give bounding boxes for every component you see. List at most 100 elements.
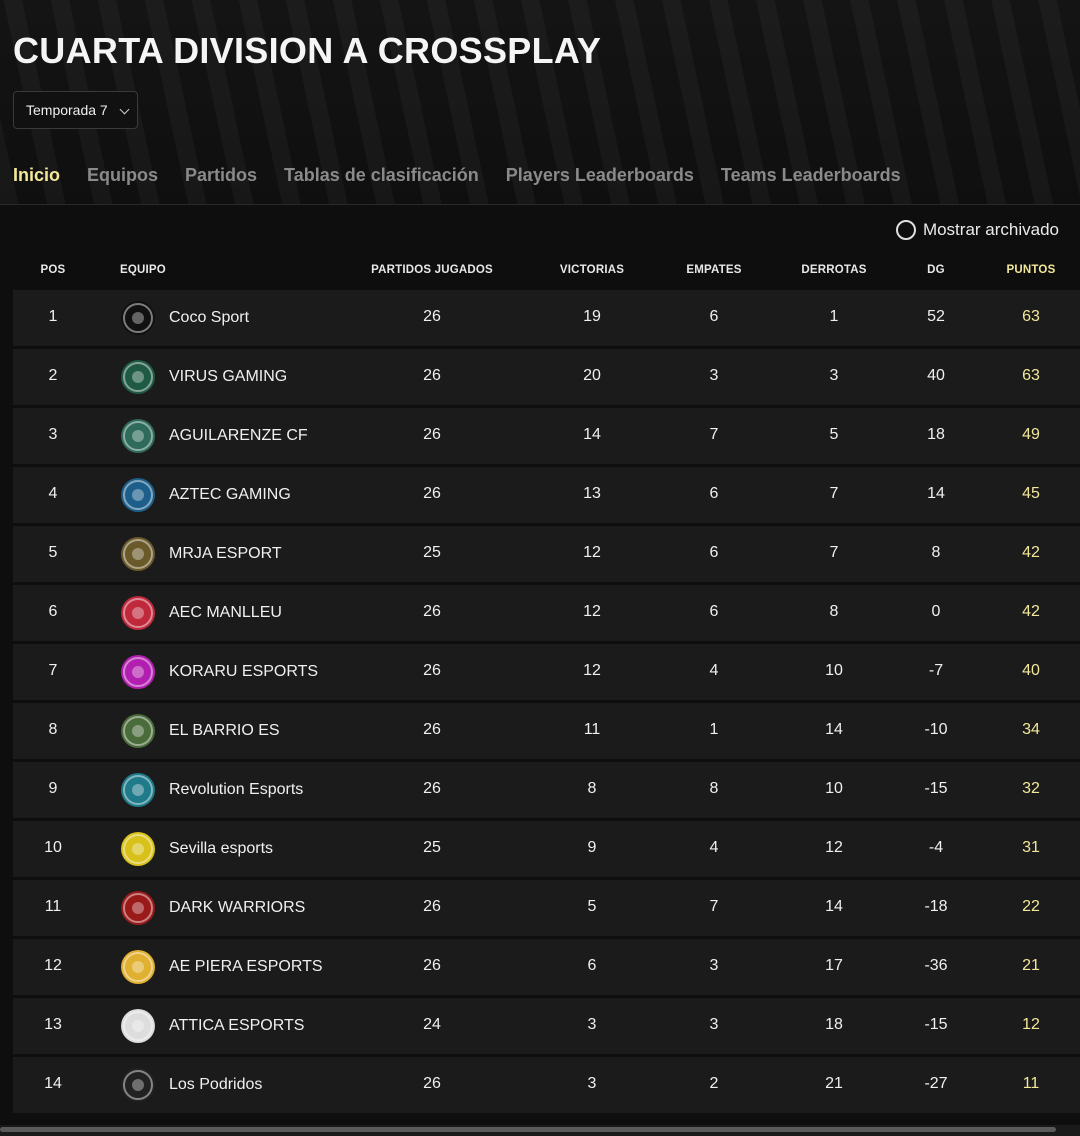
cell-points: 40 (1022, 662, 1040, 679)
table-row[interactable]: 14 26 3 2 21 -27 11 Los Podridos (13, 1057, 1080, 1113)
team-link[interactable]: EL BARRIO ES (121, 711, 280, 751)
cell-losses: 14 (825, 721, 843, 738)
table-row[interactable]: 11 26 5 7 14 -18 22 DARK WARRIORS (13, 880, 1080, 936)
table-row[interactable]: 2 26 20 3 3 40 63 VIRUS GAMING (13, 349, 1080, 405)
cell-points: 42 (1022, 544, 1040, 561)
aztec-gaming-logo (121, 478, 155, 512)
cell-gd: 0 (931, 603, 941, 620)
cell-losses: 17 (825, 957, 843, 974)
cell-pos: 1 (48, 308, 58, 325)
cell-points: 34 (1022, 721, 1040, 738)
team-link[interactable]: Sevilla esports (121, 829, 273, 869)
team-link[interactable]: AE PIERA ESPORTS (121, 947, 323, 987)
team-name[interactable]: AGUILARENZE CF (169, 427, 308, 444)
cell-gd: 8 (931, 544, 941, 561)
table-row[interactable]: 9 26 8 8 10 -15 32 Revolution Esports (13, 762, 1080, 818)
cell-draws: 8 (709, 780, 719, 797)
team-link[interactable]: AZTEC GAMING (121, 475, 291, 515)
cell-played: 26 (423, 1075, 441, 1092)
tab-partidos[interactable]: Partidos (185, 165, 258, 185)
cell-draws: 4 (709, 662, 719, 679)
team-link[interactable]: ATTICA ESPORTS (121, 1006, 304, 1046)
cell-wins: 9 (587, 839, 597, 856)
revolution-esports-logo (121, 773, 155, 807)
horizontal-scrollbar[interactable] (0, 1125, 1080, 1136)
cell-pos: 4 (48, 485, 58, 502)
team-link[interactable]: Revolution Esports (121, 770, 303, 810)
team-name[interactable]: AE PIERA ESPORTS (169, 958, 323, 975)
tab-tablas-clasificacion[interactable]: Tablas de clasificación (284, 165, 479, 185)
cell-played: 25 (423, 544, 441, 561)
team-link[interactable]: MRJA ESPORT (121, 534, 282, 574)
cell-pos: 7 (48, 662, 58, 679)
table-row[interactable]: 6 26 12 6 8 0 42 AEC MANLLEU (13, 585, 1080, 641)
team-link[interactable]: Coco Sport (121, 298, 249, 338)
season-select[interactable]: Temporada 7 (13, 91, 138, 129)
cell-draws: 3 (709, 367, 719, 384)
team-link[interactable]: DARK WARRIORS (121, 888, 305, 928)
team-name[interactable]: Revolution Esports (169, 781, 304, 798)
table-row[interactable]: 7 26 12 4 10 -7 40 KORARU ESPORTS (13, 644, 1080, 700)
cell-draws: 6 (709, 308, 719, 325)
header-draws[interactable]: EMPATES (686, 264, 742, 276)
header-gd[interactable]: DG (927, 264, 945, 276)
team-name[interactable]: DARK WARRIORS (169, 899, 306, 916)
table-row[interactable]: 5 25 12 6 7 8 42 MRJA ESPORT (13, 526, 1080, 582)
table-row[interactable]: 12 26 6 3 17 -36 21 AE PIERA ESPORTS (13, 939, 1080, 995)
team-name[interactable]: KORARU ESPORTS (169, 663, 319, 680)
tab-teams-leaderboards[interactable]: Teams Leaderboards (720, 165, 901, 185)
cell-losses: 12 (825, 839, 843, 856)
team-name[interactable]: MRJA ESPORT (169, 545, 282, 562)
team-link[interactable]: Los Podridos (121, 1065, 262, 1105)
season-select-value: Temporada 7 (26, 102, 108, 118)
coco-sport-logo (121, 301, 155, 335)
team-name[interactable]: ATTICA ESPORTS (169, 1017, 305, 1034)
team-name[interactable]: Sevilla esports (169, 840, 274, 857)
team-name[interactable]: AZTEC GAMING (169, 486, 291, 503)
team-link[interactable]: KORARU ESPORTS (121, 652, 318, 692)
team-name[interactable]: AEC MANLLEU (169, 604, 282, 621)
cell-losses: 10 (825, 780, 843, 797)
tab-inicio[interactable]: Inicio (13, 165, 61, 185)
cell-gd: 14 (927, 485, 945, 502)
show-archived-toggle[interactable]: Mostrar archivado (895, 220, 1059, 240)
team-name[interactable]: Coco Sport (169, 309, 250, 326)
team-name[interactable]: EL BARRIO ES (169, 722, 280, 739)
cell-played: 26 (423, 957, 441, 974)
cell-wins: 6 (587, 957, 597, 974)
team-link[interactable]: AEC MANLLEU (121, 593, 282, 633)
table-row[interactable]: 13 24 3 3 18 -15 12 ATTICA ESPORTS (13, 998, 1080, 1054)
cell-gd: 40 (927, 367, 945, 384)
cell-points: 22 (1022, 898, 1040, 915)
table-row[interactable]: 3 26 14 7 5 18 49 AGUILARENZE CF (13, 408, 1080, 464)
aec-manlleu-logo (121, 596, 155, 630)
radio-icon[interactable] (895, 220, 916, 240)
cell-pos: 10 (44, 839, 62, 856)
table-row[interactable]: 8 26 11 1 14 -10 34 EL BARRIO ES (13, 703, 1080, 759)
tab-players-leaderboards[interactable]: Players Leaderboards (505, 165, 694, 185)
cell-points: 42 (1022, 603, 1040, 620)
scrollbar-thumb[interactable] (0, 1127, 1056, 1132)
header-points[interactable]: PUNTOS (1006, 264, 1056, 276)
team-name[interactable]: Los Podridos (169, 1076, 263, 1093)
header-losses[interactable]: DERROTAS (801, 264, 867, 276)
cell-wins: 3 (587, 1075, 597, 1092)
tab-equipos[interactable]: Equipos (87, 165, 159, 185)
table-row[interactable]: 4 26 13 6 7 14 45 AZTEC GAMING (13, 467, 1080, 523)
cell-pos: 12 (44, 957, 62, 974)
cell-pos: 5 (48, 544, 58, 561)
team-link[interactable]: AGUILARENZE CF (121, 416, 308, 456)
cell-draws: 1 (709, 721, 719, 738)
team-name[interactable]: VIRUS GAMING (169, 368, 288, 385)
cell-pos: 6 (48, 603, 58, 620)
table-row[interactable]: 1 26 19 6 1 52 63 Coco Sport (13, 290, 1080, 346)
header-pos[interactable]: POS (40, 264, 66, 276)
header-team[interactable]: EQUIPO (120, 264, 166, 276)
team-link[interactable]: VIRUS GAMING (121, 357, 287, 397)
table-row[interactable]: 10 25 9 4 12 -4 31 Sevilla esports (13, 821, 1080, 877)
cell-draws: 7 (709, 426, 719, 443)
cell-played: 26 (423, 426, 441, 443)
header-wins[interactable]: VICTORIAS (559, 264, 625, 276)
header-played[interactable]: PARTIDOS JUGADOS (371, 264, 493, 276)
